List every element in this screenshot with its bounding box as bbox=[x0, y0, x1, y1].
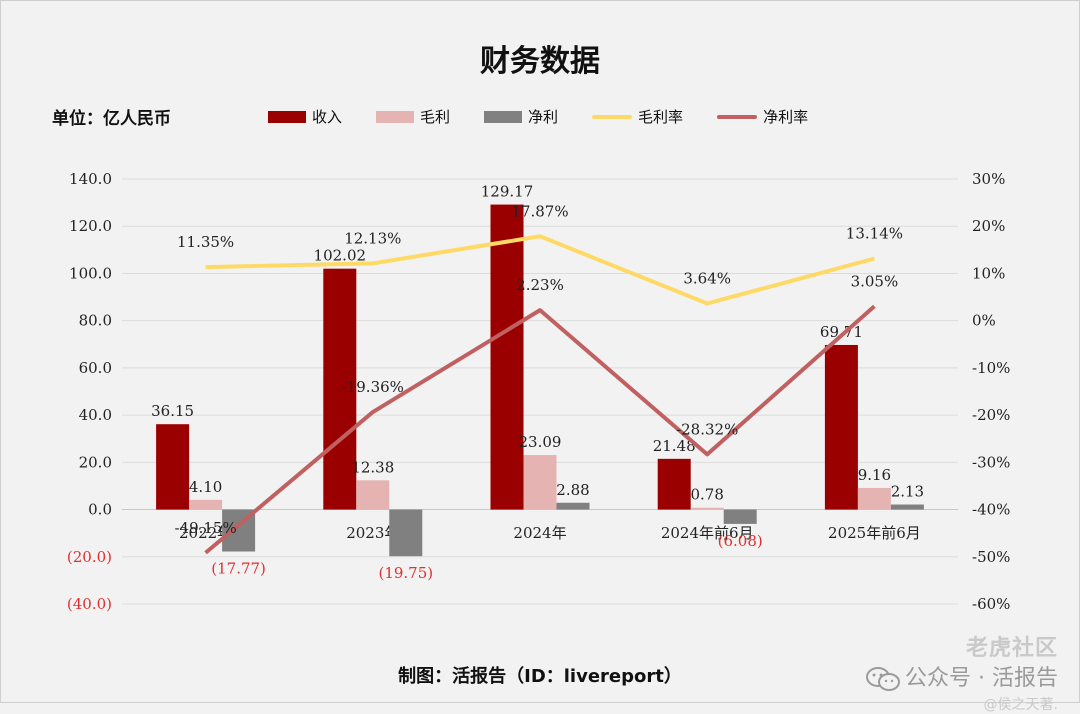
bar-data-label: 2.13 bbox=[891, 483, 924, 501]
bar-2 bbox=[890, 504, 924, 510]
right-axis-tick-label: 30% bbox=[972, 170, 1005, 188]
bar-data-label: 0.78 bbox=[690, 486, 723, 504]
bar-data-label: (6.08) bbox=[718, 532, 763, 550]
line-data-label: 2.23% bbox=[516, 276, 564, 294]
line-data-label: 13.14% bbox=[846, 225, 903, 243]
chart-caption: 制图：活报告（ID：livereport） bbox=[398, 666, 682, 687]
bar-2 bbox=[723, 509, 757, 524]
line-series-4 bbox=[204, 304, 876, 555]
right-axis-tick-label: -20% bbox=[972, 406, 1010, 424]
legend-label-gross-profit: 毛利 bbox=[420, 108, 451, 126]
category-label: 2025年前6月 bbox=[828, 524, 921, 542]
chart-title: 财务数据 bbox=[480, 44, 600, 79]
right-axis-tick-label: -10% bbox=[972, 359, 1010, 377]
bar-1 bbox=[523, 455, 557, 510]
line-data-label: 3.64% bbox=[683, 269, 731, 287]
watermark-line3: @侯之天著. bbox=[983, 697, 1058, 713]
bar-data-label: 36.15 bbox=[151, 402, 194, 420]
left-axis-tick-label: 60.0 bbox=[79, 359, 112, 377]
category-label: 2022年 bbox=[179, 524, 232, 542]
bar-0 bbox=[657, 458, 691, 510]
bar-0 bbox=[323, 268, 357, 510]
legend-item-gross-margin: 毛利率 bbox=[592, 106, 683, 127]
watermark: 老虎社区 公众号 · 活报告 @侯之天著. bbox=[865, 630, 1058, 714]
bar-data-label: 102.02 bbox=[314, 247, 367, 265]
left-axis-tick-label: 80.0 bbox=[79, 312, 112, 330]
legend-label-net-profit: 净利 bbox=[528, 108, 559, 126]
right-axis-tick-label: -60% bbox=[972, 595, 1010, 613]
bar-data-label: 69.71 bbox=[820, 323, 863, 341]
line-series-3 bbox=[205, 234, 875, 306]
bar-data-label: 9.16 bbox=[858, 466, 891, 484]
left-axis-tick-label: 100.0 bbox=[69, 264, 112, 282]
legend-swatch-net-margin bbox=[717, 114, 758, 119]
unit-label: 单位：亿人民币 bbox=[52, 109, 171, 129]
bar-0 bbox=[490, 204, 524, 510]
legend-label-revenue: 收入 bbox=[312, 108, 343, 126]
bar-1 bbox=[189, 499, 223, 510]
legend-item-revenue: 收入 bbox=[268, 106, 342, 127]
legend-item-gross-profit: 毛利 bbox=[376, 106, 450, 127]
left-axis-tick-label: 0.0 bbox=[88, 501, 112, 519]
bar-data-label: 23.09 bbox=[519, 433, 562, 451]
line-data-label: -28.32% bbox=[676, 420, 738, 438]
legend: 收入 毛利 净利 毛利率 净利率 bbox=[268, 106, 842, 127]
bar-data-label: 21.48 bbox=[653, 437, 696, 455]
line-data-label: 3.05% bbox=[851, 272, 899, 290]
category-label: 2024年 bbox=[513, 524, 566, 542]
legend-swatch-revenue bbox=[268, 110, 306, 123]
watermark-line2-wrap: 公众号 · 活报告 bbox=[865, 660, 1058, 692]
legend-label-net-margin: 净利率 bbox=[763, 108, 809, 126]
bar-1 bbox=[356, 480, 390, 510]
bar-data-label: 2.88 bbox=[556, 481, 589, 499]
bar-0 bbox=[824, 344, 858, 510]
bar-2 bbox=[389, 509, 423, 557]
bar-data-label: 4.10 bbox=[189, 478, 222, 496]
right-axis-tick-label: 20% bbox=[972, 217, 1005, 235]
legend-swatch-net-profit bbox=[484, 110, 523, 123]
right-axis-tick-label: -50% bbox=[972, 548, 1010, 566]
bar-data-label: 129.17 bbox=[481, 183, 534, 201]
line-data-label: -49.15% bbox=[174, 519, 236, 537]
watermark-line1: 老虎社区 bbox=[965, 636, 1058, 661]
bar-data-label: (17.77) bbox=[211, 560, 266, 578]
line-data-label: -19.36% bbox=[342, 378, 404, 396]
wechat-icon bbox=[866, 667, 901, 691]
bar-data-label: 12.38 bbox=[351, 458, 394, 476]
legend-swatch-gross-profit bbox=[376, 110, 415, 123]
right-axis-tick-label: -40% bbox=[972, 501, 1010, 519]
watermark-line2: 公众号 · 活报告 bbox=[905, 666, 1058, 691]
line-data-label: 17.87% bbox=[511, 202, 568, 220]
line-data-label: 11.35% bbox=[177, 233, 234, 251]
left-axis-tick-label: 40.0 bbox=[79, 406, 112, 424]
legend-label-gross-margin: 毛利率 bbox=[638, 108, 684, 126]
legend-swatch-gross-margin bbox=[592, 114, 633, 119]
left-axis-tick-label: 140.0 bbox=[69, 170, 112, 188]
bar-2 bbox=[556, 502, 590, 510]
bar-1 bbox=[690, 507, 724, 510]
bar-0 bbox=[156, 424, 190, 510]
left-axis-tick-label: (20.0) bbox=[67, 548, 112, 566]
bar-1 bbox=[857, 487, 891, 510]
category-label: 2024年前6月 bbox=[661, 524, 754, 542]
left-axis-tick-label: 20.0 bbox=[79, 453, 112, 471]
right-axis-tick-label: -30% bbox=[972, 453, 1010, 471]
legend-item-net-profit: 净利 bbox=[484, 106, 558, 127]
bar-data-label: (19.75) bbox=[378, 564, 433, 582]
line-data-label: 12.13% bbox=[344, 229, 401, 247]
left-axis-tick-label: 120.0 bbox=[69, 217, 112, 235]
right-axis-tick-label: 0% bbox=[972, 312, 996, 330]
right-axis-tick-label: 10% bbox=[972, 264, 1005, 282]
category-label: 2023年 bbox=[346, 524, 399, 542]
left-axis-tick-label: (40.0) bbox=[67, 595, 112, 613]
legend-item-net-margin: 净利率 bbox=[717, 106, 808, 127]
